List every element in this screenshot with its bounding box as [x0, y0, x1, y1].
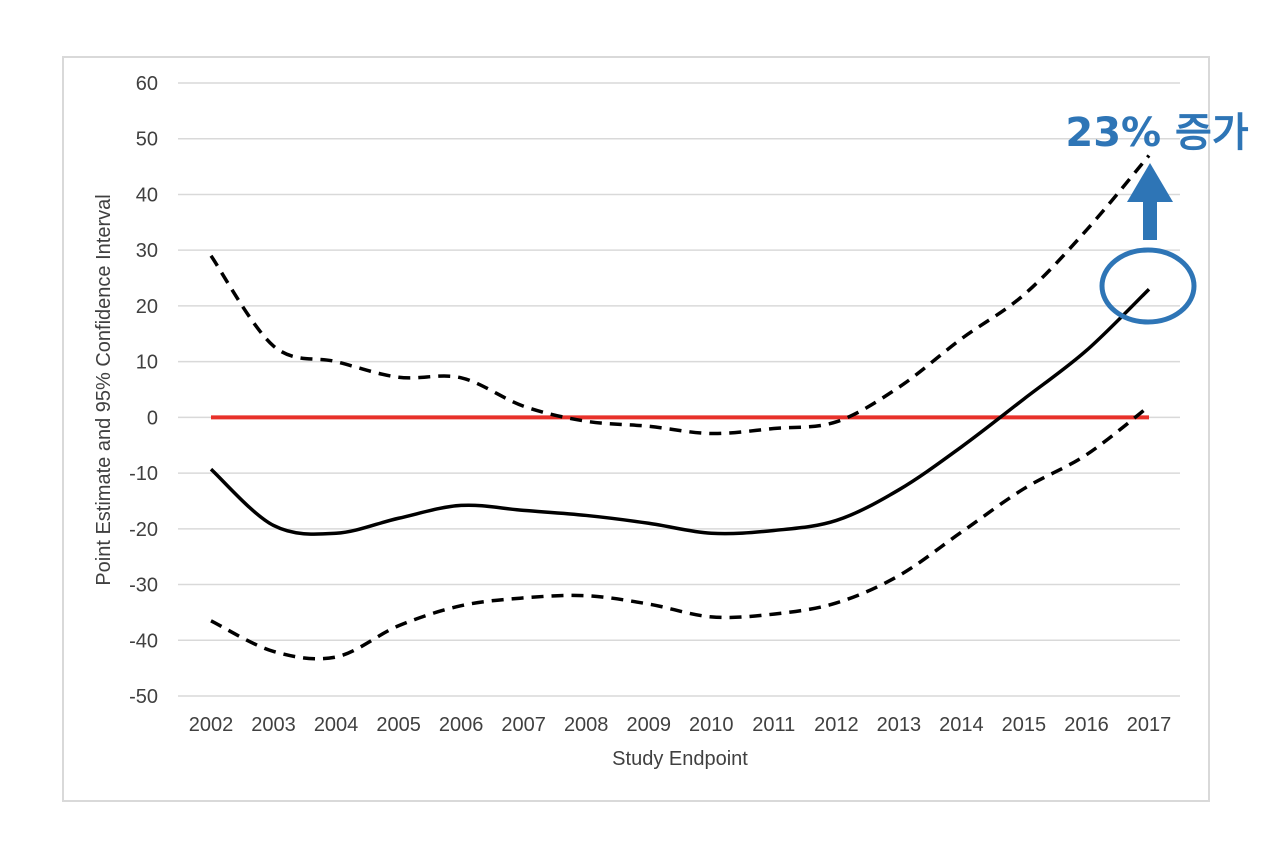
series-line-point-estimate [209, 287, 1151, 536]
gridlines [178, 82, 1180, 697]
x-tick-label: 2005 [376, 714, 421, 736]
highlight-circle [1099, 247, 1197, 325]
x-tick-label: 2009 [626, 714, 671, 736]
x-tick-label: 2015 [1002, 714, 1047, 736]
y-axis-ticks: 60 50 40 30 20 10 0 -10 -20 -30 -40 -50 [129, 73, 158, 708]
y-tick-label: 40 [136, 184, 158, 206]
x-axis-ticks: 2002 2003 2004 2005 2006 2007 2008 2009 2010 2011… [189, 714, 1172, 736]
x-tick-label: 2014 [939, 714, 984, 736]
chart-frame [62, 56, 1210, 802]
x-tick-label: 2012 [814, 714, 859, 736]
y-tick-label: 20 [136, 296, 158, 318]
x-tick-label: 2008 [564, 714, 609, 736]
y-tick-label: 0 [147, 407, 158, 429]
x-tick-label: 2006 [439, 714, 484, 736]
y-tick-label: 10 [136, 352, 158, 374]
x-tick-label: 2003 [251, 714, 296, 736]
x-tick-label: 2013 [877, 714, 922, 736]
annotation-group: 23% 증가 [1065, 110, 1249, 325]
y-tick-label: 60 [136, 73, 158, 95]
annotation-label: 23% 증가 [1065, 110, 1248, 156]
x-tick-label: 2007 [501, 714, 546, 736]
arrow-head [1127, 163, 1173, 202]
x-axis-title: Study Endpoint [612, 748, 748, 770]
y-tick-label: 30 [136, 240, 158, 262]
x-tick-label: 2010 [689, 714, 734, 736]
x-tick-label: 2004 [314, 714, 359, 736]
y-axis-title: Point Estimate and 95% Confidence Interv… [93, 194, 115, 585]
y-tick-label: -50 [129, 686, 158, 708]
y-tick-label: -40 [129, 630, 158, 652]
y-tick-label: -30 [129, 575, 158, 597]
x-tick-label: 2017 [1127, 714, 1172, 736]
y-tick-label: -20 [129, 519, 158, 541]
x-tick-label: 2002 [189, 714, 234, 736]
series-line-lower-ci [210, 404, 1151, 661]
x-tick-label: 2016 [1064, 714, 1109, 736]
series-lines [209, 154, 1151, 661]
y-tick-label: 50 [136, 129, 158, 151]
y-tick-label: -10 [129, 463, 158, 485]
x-tick-label: 2011 [752, 714, 795, 736]
arrow-shaft [1143, 200, 1157, 240]
series-line-upper-ci [209, 154, 1151, 436]
